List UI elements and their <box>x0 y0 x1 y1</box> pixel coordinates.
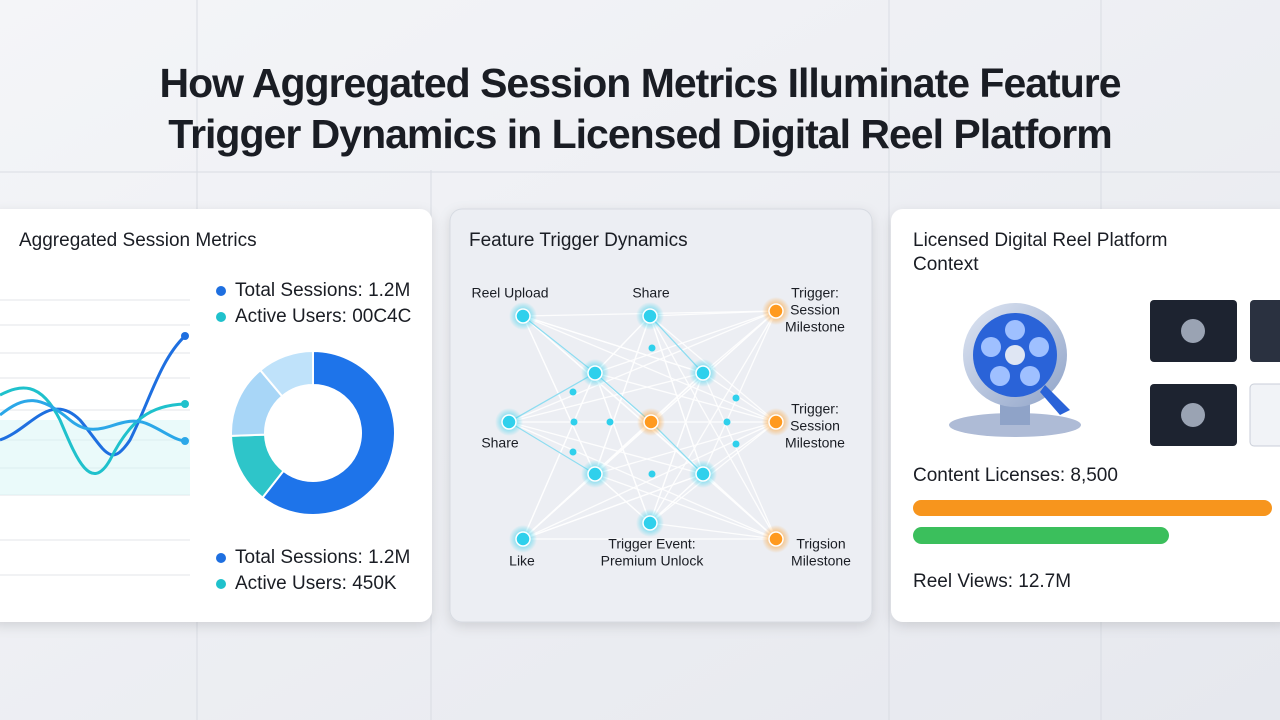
legend-text: Active Users: 450K <box>235 573 397 594</box>
metric: Reel Views: 12.7M <box>913 571 1071 592</box>
node-label: Milestone <box>791 553 851 569</box>
line <box>0 386 186 475</box>
edge <box>522 315 596 374</box>
line <box>0 334 187 457</box>
edge <box>594 310 777 374</box>
node <box>642 515 658 531</box>
edge <box>702 473 777 540</box>
panel-title: Licensed Digital Reel Platform <box>913 230 1168 251</box>
legend-text: Total Sessions: 1.2M <box>235 547 410 568</box>
line-end <box>181 400 189 408</box>
edge <box>649 310 777 317</box>
legend-dot <box>216 579 226 589</box>
node-label: Like <box>509 553 535 569</box>
metric-bar <box>913 500 1272 516</box>
edge <box>594 473 777 540</box>
donut-segment <box>258 349 314 398</box>
node <box>515 531 531 547</box>
legend-dot <box>216 286 226 296</box>
node-label: Share <box>481 435 519 451</box>
edge <box>649 522 777 540</box>
node-label: Reel Upload <box>471 285 548 301</box>
node-small <box>569 388 577 396</box>
node-small <box>570 418 578 426</box>
node-label: Trigger: <box>791 401 839 417</box>
panel-title: Aggregated Session Metrics <box>19 230 257 251</box>
legend-text: Total Sessions: 1.2M <box>235 280 410 301</box>
node-small <box>569 448 577 456</box>
edge <box>702 310 777 475</box>
title-line: How Aggregated Session Metrics Illuminat… <box>159 60 1120 106</box>
node <box>501 414 517 430</box>
donut-segment <box>261 349 396 516</box>
node-small <box>648 470 656 478</box>
node-label: Milestone <box>785 319 845 335</box>
edge <box>508 421 777 540</box>
edge <box>522 315 704 374</box>
node <box>642 308 658 324</box>
network: Reel Upload Share Trigger:SessionMilestone… <box>471 285 851 569</box>
node <box>695 466 711 482</box>
edge <box>649 315 777 540</box>
node-small <box>732 394 740 402</box>
metric-bar <box>913 527 1169 544</box>
panel-title: Context <box>913 254 979 275</box>
node-small <box>606 418 614 426</box>
edge <box>649 310 777 524</box>
edge <box>522 473 704 540</box>
node-small <box>723 418 731 426</box>
edge <box>594 315 651 475</box>
edge <box>702 372 777 540</box>
line-end <box>181 437 189 445</box>
title-line: Trigger Dynamics in Licensed Digital Ree… <box>168 111 1111 157</box>
edge <box>508 372 704 423</box>
legend-dot <box>216 553 226 563</box>
node-label: Session <box>790 302 840 318</box>
edge <box>649 315 704 475</box>
edge <box>508 421 596 475</box>
panel-title: Feature Trigger Dynamics <box>469 230 688 251</box>
line-end <box>181 332 189 340</box>
edge <box>522 315 596 475</box>
legend-text: Active Users: 00C4C <box>235 306 411 327</box>
metric: Content Licenses: 8,500 <box>913 465 1118 486</box>
donut <box>230 349 396 516</box>
node-small <box>732 440 740 448</box>
node-label: Trigger Event: <box>608 536 695 552</box>
node-small <box>648 344 656 352</box>
node <box>515 308 531 324</box>
node <box>587 365 603 381</box>
edge <box>522 315 704 475</box>
node-label: Premium Unlock <box>601 553 705 569</box>
node-label: Share <box>632 285 670 301</box>
area <box>0 420 190 495</box>
edge <box>508 310 777 423</box>
legend-dot <box>216 312 226 322</box>
edge <box>594 421 777 475</box>
edge <box>522 473 596 540</box>
node <box>643 414 659 430</box>
line <box>0 399 186 443</box>
edge <box>702 421 777 475</box>
panel <box>0 209 432 622</box>
node-label: Trigsion <box>796 536 845 552</box>
thumbnails <box>1150 300 1280 447</box>
node <box>768 531 784 547</box>
edge <box>508 372 596 423</box>
node-label: Milestone <box>785 435 845 451</box>
node <box>695 365 711 381</box>
node <box>768 303 784 319</box>
edge <box>702 372 777 423</box>
edge <box>594 310 777 475</box>
node <box>587 466 603 482</box>
edge <box>594 372 777 423</box>
node <box>768 414 784 430</box>
edge <box>522 372 596 540</box>
node-label: Session <box>790 418 840 434</box>
reel-icon <box>949 303 1081 437</box>
node-label: Trigger: <box>791 285 839 301</box>
